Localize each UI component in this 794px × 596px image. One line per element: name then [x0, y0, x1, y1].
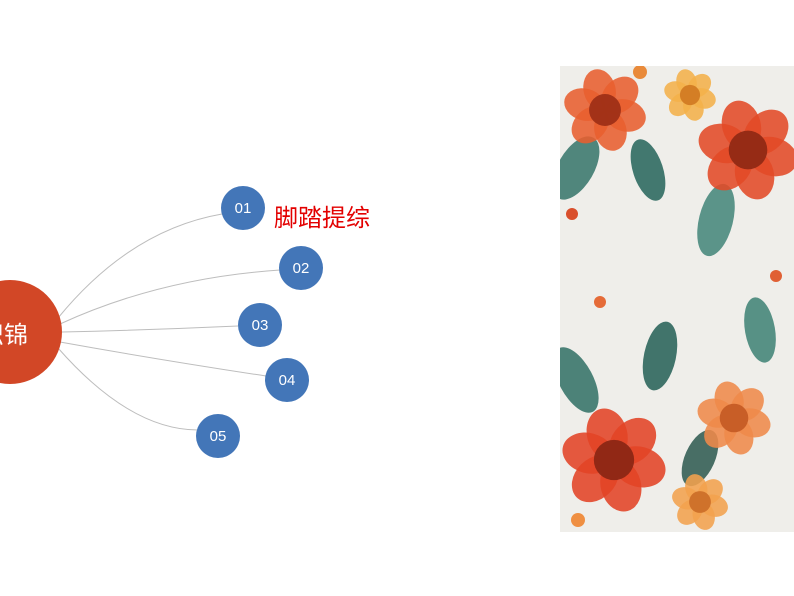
node-01: 01	[221, 186, 265, 230]
node-number: 05	[210, 428, 227, 445]
node-number: 03	[252, 317, 269, 334]
flower-band-image	[560, 66, 794, 532]
node-number: 01	[235, 200, 252, 217]
flower-art	[560, 66, 794, 532]
node-01-label: 脚踏提综	[274, 198, 370, 233]
diagram-canvas: 织锦 01 脚踏提综 02 03 04 05	[0, 0, 794, 596]
node-05: 05	[196, 414, 240, 458]
root-node: 织锦	[0, 280, 62, 384]
node-number: 04	[279, 372, 296, 389]
node-02: 02	[279, 246, 323, 290]
node-03: 03	[238, 303, 282, 347]
node-number: 02	[293, 260, 310, 277]
node-04: 04	[265, 358, 309, 402]
root-label: 织锦	[0, 315, 28, 350]
